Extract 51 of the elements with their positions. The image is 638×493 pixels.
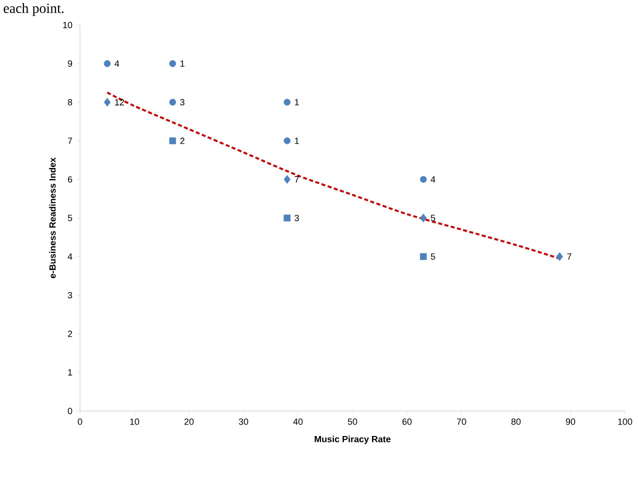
y-tick-label: 5 xyxy=(68,214,72,222)
y-tick-label: 1 xyxy=(68,369,72,376)
point xyxy=(169,137,176,144)
point xyxy=(284,98,290,106)
y-tick-label: 8 xyxy=(68,99,72,106)
y-tick-label: 10 xyxy=(63,22,72,28)
annotation: 1 xyxy=(294,99,299,106)
annotation: 1 xyxy=(180,60,184,67)
point xyxy=(420,176,427,183)
annotation: 7 xyxy=(294,176,299,182)
point xyxy=(169,60,176,67)
y-tick-label: 0 xyxy=(68,408,72,414)
annotation: 5 xyxy=(430,214,436,222)
x-tick-label: 30 xyxy=(238,418,248,425)
y-axis-title: e-Business Readiness Index xyxy=(49,158,56,278)
annotation: 12 xyxy=(115,99,124,106)
annotation: 5 xyxy=(430,253,436,260)
x-tick-label: 60 xyxy=(402,418,412,425)
x-tick-label: 90 xyxy=(566,418,576,425)
x-tick-label: 80 xyxy=(511,418,521,425)
point xyxy=(284,137,290,144)
annotation: 7 xyxy=(567,254,572,260)
annotation: 4 xyxy=(430,176,436,182)
point xyxy=(104,60,111,67)
text: each point. xyxy=(4,3,64,16)
point xyxy=(284,175,290,184)
y-tick-label: 2 xyxy=(68,330,72,337)
x-tick-label: 10 xyxy=(130,418,140,425)
y-tick-label: 9 xyxy=(68,60,72,67)
x-tick-label: 0 xyxy=(78,418,82,425)
x-tick-label: 20 xyxy=(184,418,194,425)
point xyxy=(169,98,176,106)
annotation: 1 xyxy=(294,138,299,144)
x-axis-title: Music Piracy Rate xyxy=(314,436,391,444)
point xyxy=(420,253,427,260)
y-tick-label: 4 xyxy=(68,254,72,260)
x-tick-label: 50 xyxy=(348,418,358,425)
point xyxy=(104,98,111,107)
point xyxy=(284,214,290,222)
x-tick-label: 70 xyxy=(456,418,466,425)
annotation: 3 xyxy=(294,214,299,222)
x-tick-label: 40 xyxy=(293,418,303,425)
y-tick-label: 6 xyxy=(68,176,72,183)
y-tick-label: 3 xyxy=(68,292,72,298)
annotation: 3 xyxy=(180,99,184,106)
annotation: 4 xyxy=(114,60,120,67)
point xyxy=(420,214,427,222)
y-tick-label: 7 xyxy=(68,138,72,144)
x-tick-label: 100 xyxy=(618,418,632,425)
point xyxy=(556,252,563,261)
annotation: 2 xyxy=(180,138,184,144)
